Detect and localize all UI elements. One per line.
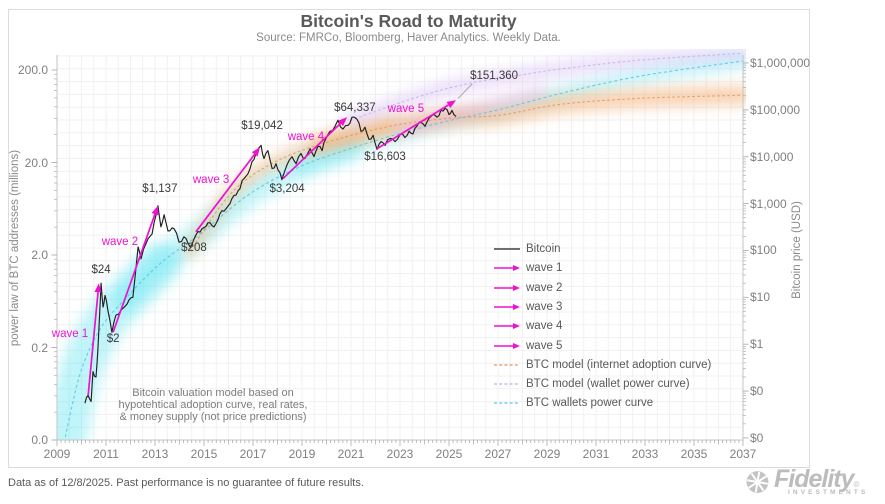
wave-3-arrow: [195, 147, 261, 233]
wave-5-arrow: [376, 100, 457, 150]
chart-subtitle: Source: FMRCo, Bloomberg, Haver Analytic…: [256, 32, 561, 44]
figure-border: [8, 9, 810, 468]
fidelity-pinwheel-icon: [746, 471, 769, 493]
wave-arrows: [87, 100, 457, 396]
footer-disclaimer: Data as of 12/8/2025. Past performance i…: [8, 477, 364, 489]
wave-4-arrow: [282, 117, 348, 180]
right-axis-title: Bitcoin price (USD): [791, 201, 803, 299]
registered-trademark: ®: [853, 480, 860, 489]
btc-wallets-power-curve-line: [64, 60, 744, 440]
wave-1-arrow: [87, 283, 102, 396]
chart-title: Bitcoin's Road to Maturity: [300, 11, 517, 31]
grid: [57, 55, 743, 440]
fidelity-wordmark: Fidelity: [774, 465, 855, 493]
internet-adoption-model-line: [189, 94, 744, 252]
tick-marks: [51, 62, 749, 446]
model-curves: [64, 52, 744, 440]
fidelity-logo: Fidelity® INVESTMENTS: [744, 466, 868, 496]
left-axis-title: power law of BTC addresses (millions): [9, 149, 21, 347]
callout-line: [457, 83, 473, 99]
fidelity-investments-label: INVESTMENTS: [788, 489, 869, 496]
wave-2-arrow: [112, 205, 159, 333]
